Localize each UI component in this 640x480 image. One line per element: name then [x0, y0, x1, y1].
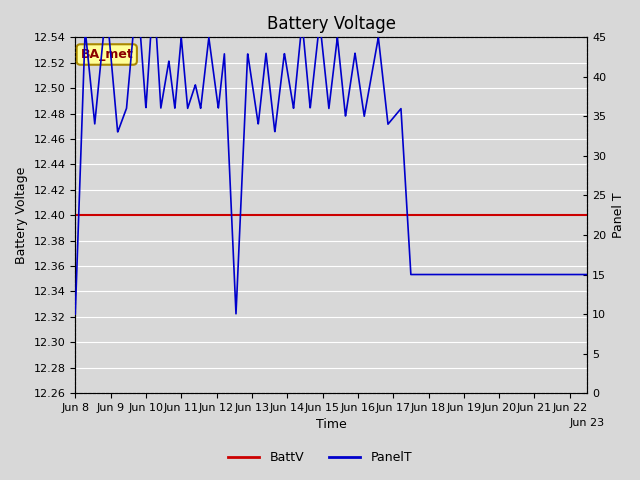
Y-axis label: Battery Voltage: Battery Voltage: [15, 167, 28, 264]
Title: Battery Voltage: Battery Voltage: [267, 15, 396, 33]
X-axis label: Time: Time: [316, 419, 347, 432]
Y-axis label: Panel T: Panel T: [612, 192, 625, 238]
Text: Jun 23: Jun 23: [570, 418, 605, 428]
Legend: BattV, PanelT: BattV, PanelT: [223, 446, 417, 469]
Text: BA_met: BA_met: [81, 48, 133, 61]
